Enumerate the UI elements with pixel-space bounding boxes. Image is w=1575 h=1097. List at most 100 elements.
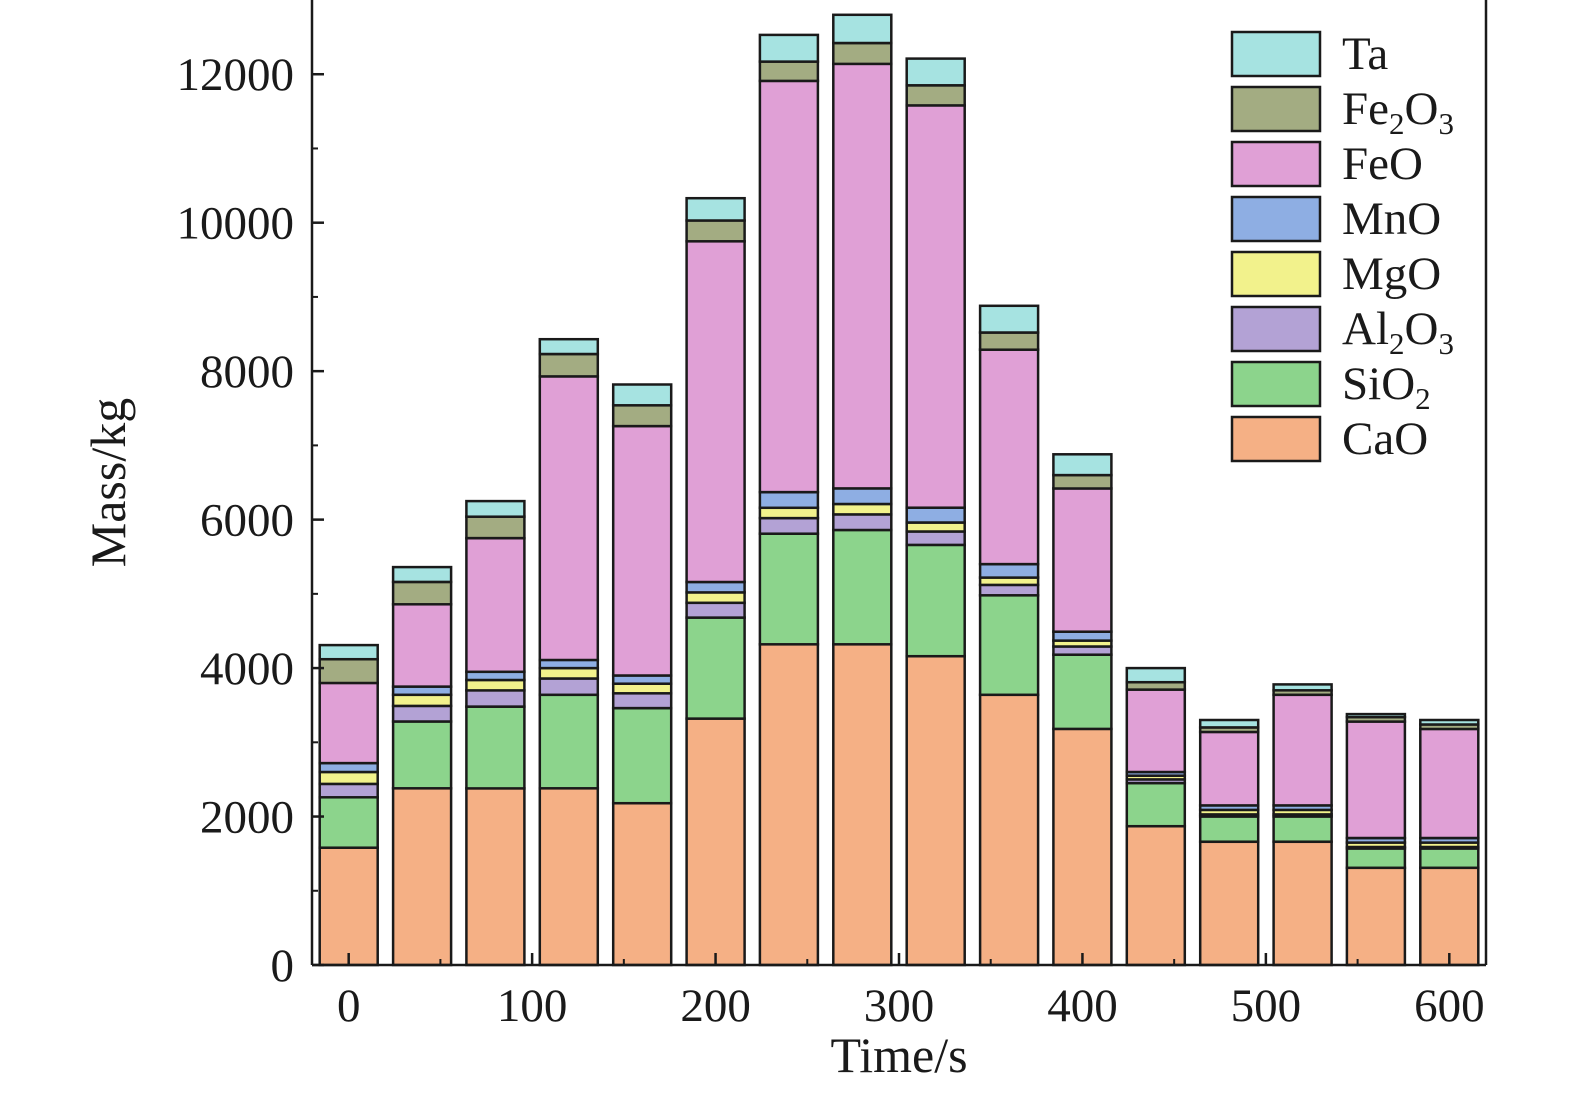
bar-segment-ta-t280 [832,13,893,45]
legend-swatch-ta [1230,30,1322,78]
bar-segment-ta-t560 [1345,712,1407,719]
bar-segment-sio2-t280 [832,528,893,646]
bar-segment-fe2o3-t360 [978,331,1040,351]
legend-label-sio2: SiO2 [1342,358,1431,416]
bar-segment-feo-t240 [758,79,820,494]
bar-segment-cao-t600 [1419,866,1480,967]
bar-segment-cao-t200 [685,717,746,967]
bar-segment-feo-t480 [1198,730,1260,807]
bar-segment-mgo-t200 [685,591,746,605]
bar-segment-cao-t160 [611,801,673,967]
bar-segment-al2o3-t320 [905,530,966,547]
bar-segment-ta-t160 [611,383,673,407]
bar-segment-ta-t440 [1125,666,1187,684]
bar-segment-mgo-t160 [611,682,673,695]
legend-label-fe2o3: Fe2O3 [1342,83,1454,141]
bar-segment-cao-t0 [318,846,379,967]
bar-segment-cao-t400 [1052,727,1113,967]
bar-segment-mgo-t240 [758,506,820,520]
bar-segment-cao-t480 [1198,840,1260,967]
bar-segment-sio2-t600 [1419,847,1480,870]
bar-segment-cao-t520 [1272,840,1333,967]
bar-segment-fe2o3-t280 [832,41,893,66]
y-tick-label-0: 0 [271,940,295,992]
bar-segment-ta-t120 [538,337,600,356]
bar-segment-feo-t80 [465,536,526,674]
bar-segment-feo-t520 [1272,693,1333,807]
y-tick-label-4000: 4000 [200,643,294,695]
bar-segment-feo-t40 [391,602,453,688]
bar-segment-feo-t360 [978,348,1040,566]
legend-label-ta: Ta [1342,28,1388,80]
bar-segment-feo-t120 [538,375,600,662]
bar-segment-al2o3-t120 [538,677,600,697]
bar-segment-mgo-t120 [538,666,600,680]
bar-segment-fe2o3-t120 [538,352,600,378]
bar-segment-cao-t560 [1345,866,1407,967]
y-tick-label-10000: 10000 [177,198,295,250]
bar-segment-al2o3-t280 [832,513,893,532]
bar-segment-ta-t200 [685,196,746,222]
x-tick-label-500: 500 [1231,980,1302,1032]
bar-segment-fe2o3-t40 [391,580,453,606]
legend-label-mgo: MgO [1342,248,1441,300]
bar-segment-feo-t440 [1125,688,1187,774]
bar-segment-feo-t400 [1052,487,1113,633]
bar-segment-cao-t120 [538,787,600,967]
bar-segment-sio2-t480 [1198,815,1260,843]
legend-swatch-al2o3 [1230,305,1322,353]
bar-segment-ta-t520 [1272,683,1333,692]
bar-segment-fe2o3-t240 [758,60,820,83]
bar-segment-al2o3-t240 [758,516,820,535]
bar-segment-mno-t0 [318,761,379,774]
x-tick-label-300: 300 [864,980,935,1032]
bar-segment-sio2-t160 [611,706,673,805]
bar-segment-mgo-t320 [905,521,966,533]
bar-segment-al2o3-t0 [318,782,379,799]
bar-segment-feo-t200 [685,240,746,584]
bar-segment-sio2-t80 [465,705,526,790]
bar-segment-feo-t160 [611,424,673,677]
bar-segment-mgo-t40 [391,693,453,708]
bar-segment-mno-t280 [832,487,893,506]
bar-segment-mgo-t0 [318,770,379,786]
legend-swatch-cao [1230,415,1322,463]
bar-segment-sio2-t520 [1272,815,1333,843]
bar-segment-sio2-t440 [1125,781,1187,828]
bar-segment-al2o3-t160 [611,692,673,710]
x-tick-label-200: 200 [680,980,751,1032]
bar-segment-feo-t0 [318,681,379,765]
bar-segment-sio2-t120 [538,693,600,790]
legend-swatch-sio2 [1230,360,1322,408]
y-tick-label-6000: 6000 [200,495,294,547]
bar-segment-cao-t440 [1125,824,1187,967]
bar-segment-ta-t400 [1052,453,1113,477]
bar-segment-fe2o3-t160 [611,404,673,428]
bar-segment-fe2o3-t200 [685,219,746,243]
bar-segment-mgo-t280 [832,502,893,516]
bar-segment-mno-t240 [758,490,820,510]
bar-segment-al2o3-t360 [978,583,1040,597]
bar-segment-al2o3-t200 [685,601,746,619]
bar-segment-mno-t320 [905,506,966,524]
bar-segment-mgo-t80 [465,678,526,692]
bar-segment-sio2-t360 [978,594,1040,697]
legend-swatch-mgo [1230,250,1322,298]
bar-segment-mno-t200 [685,580,746,594]
bars-group [318,13,1480,967]
legend-swatch-feo [1230,140,1322,188]
bar-segment-ta-t480 [1198,718,1260,729]
bar-segment-fe2o3-t320 [905,84,966,107]
x-tick-label-100: 100 [497,980,568,1032]
bar-segment-sio2-t240 [758,532,820,646]
bar-segment-fe2o3-t400 [1052,473,1113,490]
bar-segment-feo-t280 [832,62,893,490]
bar-segment-ta-t320 [905,57,966,87]
legend-label-al2o3: Al2O3 [1342,303,1454,361]
bar-segment-feo-t560 [1345,720,1407,840]
legend-label-feo: FeO [1342,138,1423,190]
bar-segment-al2o3-t40 [391,704,453,723]
legend-swatch-mno [1230,195,1322,243]
